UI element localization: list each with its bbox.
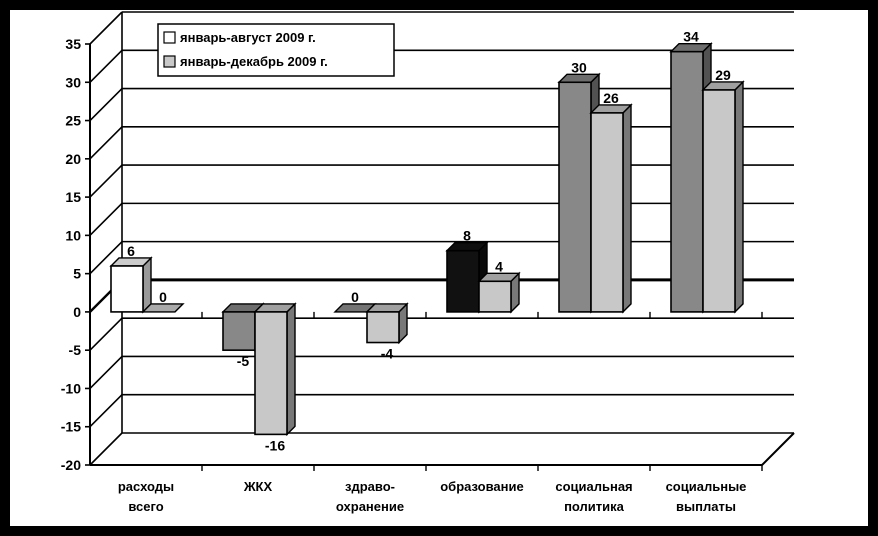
data-label-s2-6: 29 — [715, 67, 731, 83]
y-tick-label-1: 30 — [65, 74, 81, 90]
category-label-2: ЖКХ — [243, 479, 273, 494]
bars — [109, 41, 745, 437]
bar-front — [702, 89, 736, 313]
bar-s2-5 — [589, 103, 633, 314]
bar-s2-6 — [701, 80, 745, 314]
bar-top — [557, 73, 601, 83]
wall-diagonal-10 — [89, 394, 123, 428]
category-label-1: расходы всего — [118, 479, 174, 514]
y-tick-label-0: 35 — [65, 36, 81, 52]
bar-s2-3 — [365, 302, 409, 345]
wall-diagonal-8 — [89, 317, 123, 351]
wall-diagonal-3 — [89, 126, 123, 160]
bar-top — [477, 272, 521, 282]
bar-s2-1 — [141, 303, 185, 313]
axes — [85, 12, 795, 471]
category-label-line: социальные — [666, 479, 747, 494]
category-label-line: расходы — [118, 479, 174, 494]
floor-right-edge — [761, 432, 795, 466]
y-tick-label-10: -15 — [61, 419, 81, 435]
legend-label-series-1: январь-август 2009 г. — [180, 30, 316, 45]
bar-front — [446, 249, 480, 313]
y-tick-label-6: 5 — [73, 266, 81, 282]
bar-top — [365, 303, 409, 313]
category-label-3: здраво-охранение — [336, 479, 404, 514]
bar-s2-4 — [477, 271, 521, 314]
wall-diagonal-6 — [89, 241, 123, 275]
legend-swatch-series-2 — [163, 55, 176, 68]
category-label-line: ЖКХ — [243, 479, 273, 494]
data-label-s2-3: -4 — [381, 346, 394, 362]
bar-front — [222, 311, 256, 351]
y-tick-labels: 35 30 25 20 15 10 5 0 -5 -10 -15 -20 — [61, 36, 81, 473]
category-label-line: выплаты — [676, 499, 736, 514]
bar-front — [558, 81, 592, 313]
data-label-s1-4: 8 — [463, 228, 471, 244]
y-tick-label-11: -20 — [61, 457, 81, 473]
category-label-line: социальная — [555, 479, 632, 494]
bar-chart: 35 30 25 20 15 10 5 0 -5 -10 -15 -20 6 -5 0 8 30 34 0 -16 -… — [61, 11, 795, 514]
data-label-s2-1: 0 — [159, 289, 167, 305]
legend: январь-август 2009 г. январь-декабрь 200… — [157, 23, 395, 77]
category-label-4: образование — [440, 479, 524, 494]
bar-top — [701, 81, 745, 91]
data-label-s2-4: 4 — [495, 258, 503, 274]
category-label-5: социальная политика — [555, 479, 632, 514]
data-label-s1-1: 6 — [127, 243, 135, 259]
bar-side — [622, 103, 632, 314]
category-label-line: политика — [564, 499, 625, 514]
chart-frame: 35 30 25 20 15 10 5 0 -5 -10 -15 -20 6 -5 0 8 30 34 0 -16 -… — [10, 10, 868, 526]
bar-side — [734, 80, 744, 314]
y-tick-label-4: 15 — [65, 189, 81, 205]
bar-front — [590, 112, 624, 313]
y-tick-label-5: 10 — [65, 227, 81, 243]
y-tick-label-2: 25 — [65, 113, 81, 129]
bar-cap — [141, 303, 185, 313]
bar-front — [670, 50, 704, 313]
data-label-s1-3: 0 — [351, 289, 359, 305]
wall-diagonal-5 — [89, 202, 123, 236]
wall-diagonal-0 — [89, 11, 123, 45]
y-tick-label-8: -5 — [69, 342, 82, 358]
bar-s1-1 — [109, 256, 153, 314]
data-label-s2-5: 26 — [603, 90, 619, 106]
category-label-6: социальные выплаты — [666, 479, 747, 514]
wall-diagonal-9 — [89, 355, 123, 390]
data-labels: 6 -5 0 8 30 34 0 -16 -4 4 26 29 — [127, 29, 731, 454]
category-label-line: образование — [440, 479, 524, 494]
bar-front — [478, 280, 512, 313]
legend-box — [157, 23, 395, 77]
category-label-line: здраво- — [345, 479, 395, 494]
bar-top — [109, 257, 153, 267]
bar-side — [142, 256, 152, 314]
y-tick-label-7: 0 — [73, 304, 81, 320]
bar-s2-2 — [253, 302, 297, 437]
data-label-s1-2: -5 — [237, 353, 250, 369]
category-labels: расходы всего ЖКХ здраво-охранение образован… — [118, 479, 747, 514]
wall-diagonal-4 — [89, 164, 123, 198]
y-tick-label-9: -10 — [61, 380, 81, 396]
wall-diagonal-11 — [89, 432, 123, 466]
data-label-s1-5: 30 — [571, 59, 587, 75]
bar-side — [286, 302, 296, 437]
data-label-s1-6: 34 — [683, 29, 699, 45]
bar-front — [110, 265, 144, 313]
bar-top — [253, 303, 297, 313]
bar-front — [254, 311, 288, 436]
bar-top — [589, 104, 633, 114]
legend-label-series-2: январь-декабрь 2009 г. — [180, 54, 328, 69]
bar-top — [445, 241, 489, 252]
y-tick-label-3: 20 — [65, 151, 81, 167]
category-label-line: охранение — [336, 499, 404, 514]
category-label-line: всего — [128, 499, 163, 514]
wall-diagonal-1 — [89, 49, 123, 83]
legend-swatch-series-1 — [163, 31, 176, 44]
data-label-s2-2: -16 — [265, 437, 285, 453]
bar-top — [669, 42, 713, 53]
wall-diagonal-2 — [89, 87, 123, 122]
bar-front — [366, 311, 400, 344]
